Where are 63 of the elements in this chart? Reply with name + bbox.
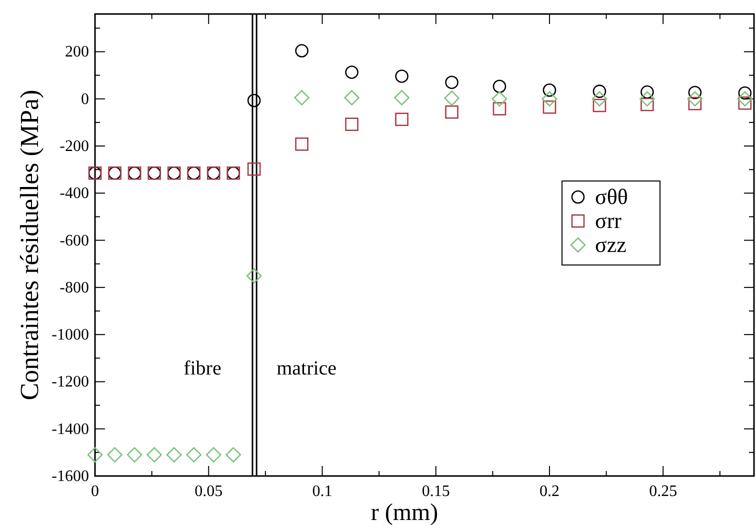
point	[247, 162, 261, 176]
point	[445, 105, 458, 119]
point	[395, 112, 408, 126]
point	[688, 96, 702, 110]
point	[295, 44, 308, 58]
point	[542, 100, 556, 114]
x-tick-label: 0.1	[312, 483, 332, 500]
point	[126, 447, 142, 462]
point	[492, 102, 506, 116]
point	[395, 70, 408, 83]
legend-label: σθθ	[595, 184, 628, 209]
y-tick-label: -1000	[52, 326, 89, 344]
point	[345, 118, 358, 131]
y-axis-title: Contraintes résiduelles (MPa)	[15, 90, 44, 400]
x-tick-label: 0.25	[649, 483, 678, 500]
x-tick-label: 0.05	[194, 483, 223, 500]
point	[444, 90, 460, 106]
point	[592, 84, 606, 98]
point	[640, 98, 654, 112]
point	[542, 83, 556, 97]
point	[107, 447, 122, 462]
point	[640, 85, 654, 99]
y-tick-label: -600	[60, 232, 89, 250]
point	[247, 94, 261, 108]
point	[640, 91, 655, 107]
point	[294, 90, 310, 106]
point	[738, 86, 752, 100]
x-tick-label: 0.15	[422, 483, 450, 500]
point	[295, 137, 308, 151]
point	[186, 447, 202, 462]
y-tick-label: 0	[81, 90, 89, 108]
x-axis-title: r (mm)	[370, 500, 438, 526]
legend-label: σrr	[595, 208, 622, 233]
x-tick-label: 0.2	[539, 483, 560, 500]
point	[445, 76, 458, 90]
point	[738, 96, 752, 110]
point	[146, 447, 162, 462]
point	[394, 90, 410, 106]
point	[492, 91, 508, 107]
point	[592, 98, 606, 112]
point	[87, 447, 103, 462]
legend-label: σzz	[595, 232, 627, 257]
annotation: fibre	[184, 358, 222, 380]
point	[492, 80, 506, 94]
y-tick-label: -1600	[52, 468, 89, 485]
point	[737, 91, 753, 107]
point	[542, 91, 558, 107]
y-tick-label: -400	[60, 185, 89, 202]
point	[166, 447, 182, 462]
point	[226, 447, 242, 462]
point	[345, 66, 358, 79]
point	[687, 91, 703, 107]
y-tick-label: 200	[65, 44, 89, 61]
y-tick-label: -1200	[52, 374, 89, 391]
y-tick-label: -800	[60, 279, 89, 296]
point	[344, 90, 360, 106]
y-tick-label: -1400	[52, 420, 89, 438]
annotation: matrice	[276, 358, 337, 380]
point	[592, 91, 608, 107]
point	[246, 268, 262, 284]
point	[688, 86, 702, 100]
y-tick-label: -200	[60, 138, 89, 155]
point	[206, 447, 222, 462]
